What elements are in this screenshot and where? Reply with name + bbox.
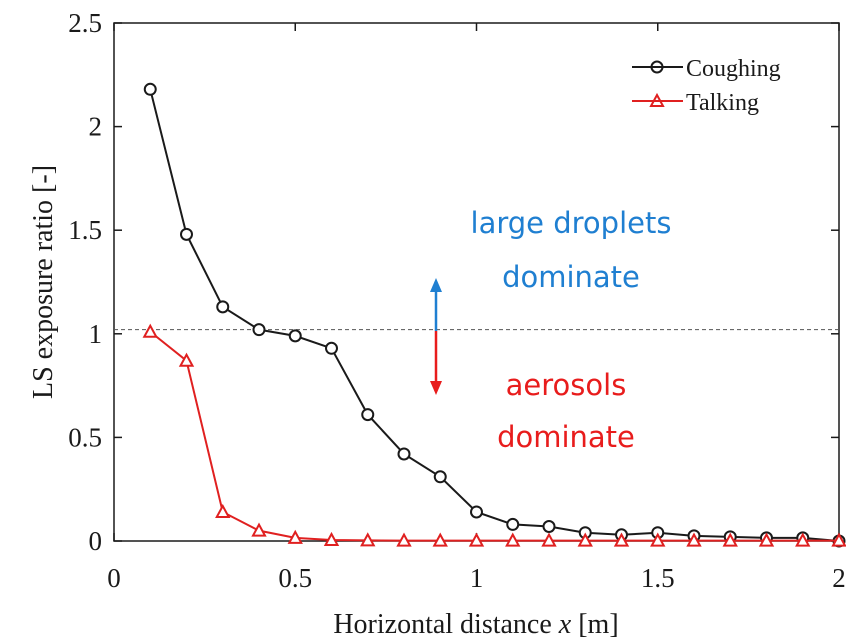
y-tick-label: 2 (89, 112, 103, 142)
data-point-talking (396, 532, 412, 547)
x-tick-label: 0 (107, 563, 121, 593)
x-axis-label: Horizontal distance x [m] (333, 609, 618, 640)
y-tick-label: 0.5 (68, 422, 102, 452)
data-point-coughing (180, 227, 193, 241)
data-point-talking (650, 532, 666, 547)
legend-label-coughing: Coughing (686, 56, 781, 82)
data-point-talking (505, 532, 521, 547)
x-tick-label: 1.5 (641, 563, 675, 593)
down-arrow (430, 331, 442, 395)
y-tick-label: 0 (89, 526, 103, 556)
data-point-coughing (542, 519, 556, 533)
legend-marker-talking (649, 92, 665, 107)
data-point-talking (215, 503, 231, 518)
data-point-talking (795, 532, 811, 547)
series-line-coughing (149, 89, 840, 542)
data-point-talking (613, 532, 630, 547)
data-point-talking (831, 532, 846, 547)
series-talking (142, 323, 846, 547)
series-coughing (143, 82, 846, 548)
data-point-talking (142, 323, 158, 338)
data-point-talking (178, 352, 195, 367)
x-tick-label: 2 (832, 563, 846, 593)
y-tick-label: 1 (89, 319, 103, 349)
data-point-talking (323, 531, 340, 546)
data-point-talking (541, 532, 557, 547)
data-point-talking (577, 532, 593, 547)
data-point-talking (360, 532, 376, 547)
annotation-aerosols-line2: dominate (497, 420, 635, 454)
legend-label-talking: Talking (686, 90, 759, 116)
data-point-coughing (252, 323, 266, 337)
legend: Coughing Talking (632, 56, 781, 116)
y-axis-ticks: 0 0.5 1 1.5 2 2.5 (68, 8, 839, 556)
y-tick-label: 2.5 (68, 8, 102, 38)
x-tick-label: 0.5 (278, 563, 312, 593)
data-point-coughing (470, 505, 483, 519)
data-point-coughing (506, 517, 520, 531)
annotation-large-droplets-line1: large droplets (471, 206, 672, 240)
data-point-talking (468, 532, 485, 547)
x-tick-label: 1 (470, 563, 484, 593)
up-arrow (430, 278, 442, 331)
data-point-talking (432, 532, 448, 547)
data-point-coughing (433, 470, 447, 484)
series-layer (142, 82, 846, 548)
data-point-coughing (143, 82, 157, 96)
data-point-talking (251, 522, 267, 537)
data-point-coughing (361, 408, 375, 422)
annotation-aerosols-line1: aerosols (506, 368, 627, 402)
data-point-talking (686, 532, 702, 547)
series-line-talking (149, 330, 839, 542)
y-axis-label: LS exposure ratio [-] (28, 165, 59, 399)
data-point-coughing (288, 329, 302, 343)
data-point-coughing (397, 447, 411, 461)
x-axis-ticks: 0 0.5 1 1.5 2 (107, 23, 846, 593)
annotation-large-droplets-line2: dominate (502, 260, 640, 294)
y-tick-label: 1.5 (68, 215, 102, 245)
data-point-coughing (325, 341, 338, 355)
data-point-talking (287, 529, 303, 544)
data-point-talking (722, 532, 738, 547)
legend-marker-coughing (650, 60, 664, 74)
data-point-talking (758, 532, 775, 547)
data-point-coughing (216, 300, 230, 314)
